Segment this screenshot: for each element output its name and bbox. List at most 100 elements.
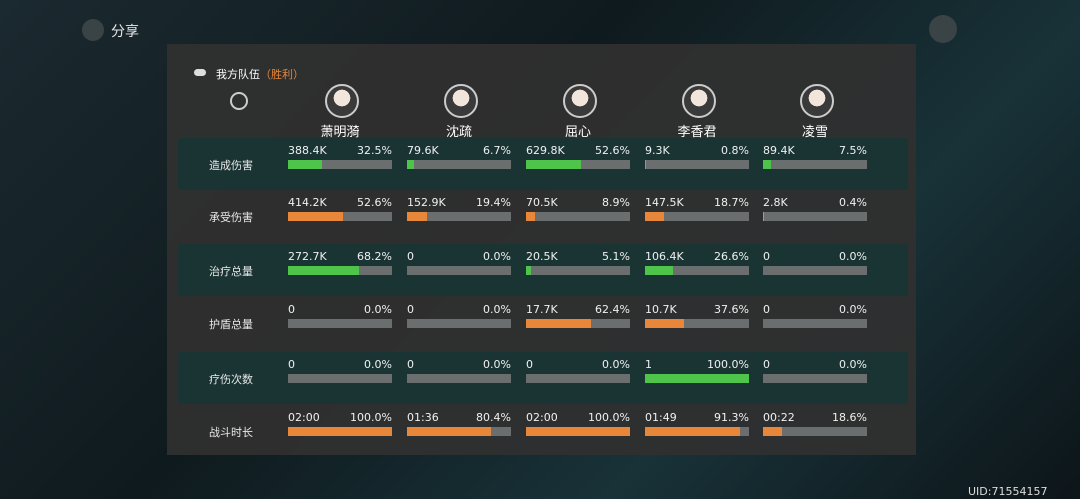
stats-icon[interactable] [929,15,957,43]
cell-percent: 0.0% [602,358,630,371]
player-name: 萧明漪 [320,125,360,140]
cell-percent: 0.0% [839,358,867,371]
bar-track [645,266,749,275]
cell-value: 272.7K [288,250,327,263]
bar-track [407,427,511,436]
cell-percent: 6.7% [483,144,511,157]
bar-track [288,374,392,383]
bar-fill [526,266,532,275]
cell-value: 0 [763,303,770,316]
cell-value: 629.8K [526,144,565,157]
bar-track [288,160,392,169]
cell-percent: 62.4% [595,303,630,316]
stat-label: 护盾总量 [209,318,253,331]
bar-track [526,319,630,328]
cell-value: 388.4K [288,144,327,157]
bar-fill [526,427,630,436]
bar-fill [526,319,591,328]
cell-value: 9.3K [645,144,670,157]
cell-percent: 68.2% [357,250,392,263]
bar-fill [526,160,581,169]
stat-label: 造成伤害 [209,159,253,172]
bar-track [288,212,392,221]
bar-track [763,266,867,275]
bar-track [763,212,867,221]
team-title: 我方队伍（胜利） [216,66,304,82]
cell-percent: 0.0% [483,303,511,316]
cell-percent: 0.0% [839,303,867,316]
cell-value: 152.9K [407,196,446,209]
bar-track [763,160,867,169]
cell-value: 0 [407,303,414,316]
bar-track [407,212,511,221]
refresh-icon[interactable] [230,92,248,110]
player-avatar [325,84,359,118]
uid: UID:71554157 [968,485,1048,498]
cell-percent: 0.0% [483,250,511,263]
team-toggle[interactable] [194,69,206,76]
stat-label: 疗伤次数 [209,373,253,386]
cell-percent: 100.0% [707,358,749,371]
bar-track [526,374,630,383]
cell-value: 01:49 [645,411,677,424]
cell-value: 2.8K [763,196,788,209]
bar-fill [763,160,771,169]
player-name: 李香君 [677,125,717,140]
cell-percent: 100.0% [350,411,392,424]
cell-value: 414.2K [288,196,327,209]
bar-fill [288,266,359,275]
cell-value: 02:00 [526,411,558,424]
player-name: 屈心 [564,125,591,140]
cell-value: 89.4K [763,144,795,157]
cell-value: 17.7K [526,303,558,316]
bar-track [407,374,511,383]
bar-track [645,427,749,436]
cell-percent: 8.9% [602,196,630,209]
bar-track [763,319,867,328]
cell-percent: 80.4% [476,411,511,424]
bar-track [526,427,630,436]
share-icon[interactable] [82,19,104,41]
cell-value: 20.5K [526,250,558,263]
cell-value: 0 [407,358,414,371]
stat-label: 治疗总量 [209,265,253,278]
player-avatar [682,84,716,118]
cell-percent: 0.0% [483,358,511,371]
cell-value: 0 [288,358,295,371]
cell-percent: 7.5% [839,144,867,157]
player-avatar [444,84,478,118]
share-label[interactable]: 分享 [111,24,139,40]
bar-fill [645,212,665,221]
cell-value: 0 [763,250,770,263]
bar-track [645,374,749,383]
cell-percent: 19.4% [476,196,511,209]
cell-percent: 91.3% [714,411,749,424]
bar-fill [288,212,343,221]
bar-track [645,160,749,169]
cell-percent: 5.1% [602,250,630,263]
cell-value: 0 [526,358,533,371]
cell-value: 79.6K [407,144,439,157]
cell-percent: 52.6% [595,144,630,157]
bar-track [407,319,511,328]
bar-fill [645,319,685,328]
team-name: 我方队伍 [216,68,260,81]
bar-fill [645,374,749,383]
bar-track [763,374,867,383]
bar-fill [407,427,491,436]
bar-track [526,266,630,275]
stat-label: 战斗时长 [209,426,253,439]
cell-value: 1 [645,358,652,371]
stat-label: 承受伤害 [209,211,253,224]
cell-value: 106.4K [645,250,684,263]
battle-result: （胜利） [260,68,304,81]
bar-track [407,160,511,169]
bar-fill [407,160,414,169]
player-name: 沈疏 [445,125,472,140]
bar-track [288,266,392,275]
cell-percent: 32.5% [357,144,392,157]
cell-percent: 37.6% [714,303,749,316]
player-avatar [563,84,597,118]
cell-value: 0 [288,303,295,316]
